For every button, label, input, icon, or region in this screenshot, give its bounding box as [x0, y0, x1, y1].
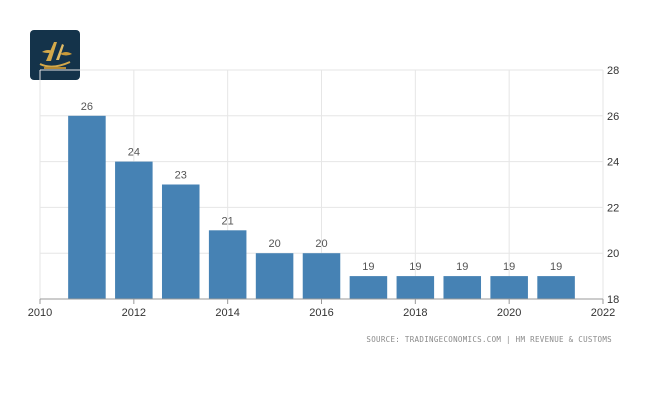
data-label-2018: 19 [409, 261, 421, 273]
data-label-2021: 19 [550, 261, 562, 273]
bar-2019 [443, 276, 482, 299]
data-label-2019: 19 [456, 261, 468, 273]
data-labels: 26 24 23 21 20 20 19 19 19 19 19 [81, 101, 562, 273]
y-tick-label: 22 [607, 202, 619, 214]
data-label-2014: 21 [222, 215, 234, 227]
x-tick-label: 2020 [497, 307, 521, 319]
data-label-2016: 20 [315, 238, 327, 250]
bar-2012 [115, 161, 153, 299]
source-note: SOURCE: TRADINGECONOMICS.COM | HM REVENU… [366, 335, 612, 344]
data-label-2012: 24 [128, 147, 140, 159]
y-tick-label: 20 [607, 248, 619, 260]
y-tick-label: 18 [607, 294, 619, 306]
data-label-2013: 23 [175, 170, 187, 182]
bar-2016 [302, 253, 341, 299]
bar-2015 [255, 253, 294, 299]
bar-2013 [161, 184, 200, 299]
x-tick-label: 2018 [403, 307, 427, 319]
bar-2021 [537, 276, 575, 299]
data-label-2017: 19 [362, 261, 374, 273]
logo-emblem-icon [39, 42, 72, 69]
x-axis: 2010 2012 2014 2016 2018 2020 2022 [28, 298, 615, 319]
x-tick-label: 2022 [591, 307, 615, 319]
data-label-2015: 20 [268, 238, 280, 250]
x-tick-label: 2010 [28, 307, 52, 319]
bar-2017 [349, 276, 388, 299]
bar-2018 [396, 276, 435, 299]
bars [68, 115, 575, 299]
y-tick-label: 24 [607, 157, 619, 169]
bar-2020 [490, 276, 528, 299]
y-tick-label: 26 [607, 111, 619, 123]
y-tick-label: 28 [607, 65, 619, 77]
data-label-2020: 19 [503, 261, 515, 273]
x-tick-label: 2012 [122, 307, 146, 319]
x-tick-label: 2016 [309, 307, 333, 319]
bar-2014 [208, 230, 247, 299]
x-tick-label: 2014 [215, 307, 239, 319]
logo [30, 30, 80, 80]
y-axis: 18 20 22 24 26 28 [607, 65, 619, 306]
bar-2011 [68, 115, 106, 299]
data-label-2011: 26 [81, 101, 93, 113]
